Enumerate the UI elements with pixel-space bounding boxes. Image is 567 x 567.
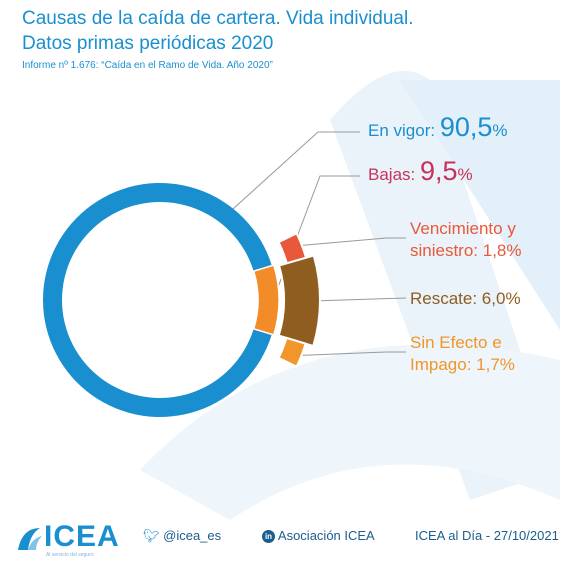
label-vencimiento: Vencimiento y siniestro: 1,8% <box>410 218 522 262</box>
connector-en-vigor <box>226 131 360 216</box>
label-en-vigor: En vigor: 90,5% <box>368 114 508 142</box>
twitter-icon: 🐦︎ <box>143 528 160 543</box>
label-sin-efecto-line1: Sin Efecto e <box>410 333 502 352</box>
label-en-vigor-value: 90,5 <box>439 112 493 142</box>
connector-rescate <box>319 297 407 302</box>
label-sin-efecto: Sin Efecto e Impago: 1,7% <box>410 332 515 376</box>
icea-logo-tagline: Al servicio del seguro <box>46 552 94 558</box>
slice-bajas <box>252 264 280 336</box>
slice-en-vigor <box>43 183 272 417</box>
label-bajas-unit: % <box>457 165 473 184</box>
chart-title-line2: Datos primas periódicas 2020 <box>22 33 274 54</box>
label-rescate-line1: Rescate: 6,0% <box>410 289 521 308</box>
label-en-vigor-name: En vigor: <box>368 121 436 140</box>
twitter-text: @icea_es <box>163 528 222 543</box>
linkedin-text: Asociación ICEA <box>277 528 375 543</box>
label-bajas-name: Bajas: <box>368 165 416 184</box>
connector-vencimiento <box>301 237 406 246</box>
linkedin-link[interactable]: in Asociación ICEA <box>262 528 375 544</box>
icea-logo-text: ICEA <box>44 520 120 553</box>
footer-date: ICEA al Día - 27/10/2021 <box>415 528 559 543</box>
label-en-vigor-unit: % <box>492 121 508 140</box>
label-vencimiento-line2: siniestro: 1,8% <box>410 241 522 260</box>
background-watermark <box>140 71 560 520</box>
slice-rescate <box>277 254 321 348</box>
slice-sin-efecto <box>277 336 307 368</box>
label-bajas-value: 9,5 <box>419 156 458 186</box>
chart-subtitle: Informe nº 1.676: “Caída en el Ramo de V… <box>22 60 273 71</box>
connector-sin-efecto <box>301 351 406 356</box>
label-bajas: Bajas: 9,5% <box>368 158 473 186</box>
twitter-handle[interactable]: 🐦︎ @icea_es <box>143 528 221 544</box>
icea-logo-icon <box>18 528 42 550</box>
chart-title-line1: Causas de la caída de cartera. Vida indi… <box>22 8 414 29</box>
label-rescate: Rescate: 6,0% <box>410 288 521 310</box>
label-sin-efecto-line2: Impago: 1,7% <box>410 355 515 374</box>
linkedin-icon: in <box>262 530 275 544</box>
label-vencimiento-line1: Vencimiento y <box>410 219 516 238</box>
